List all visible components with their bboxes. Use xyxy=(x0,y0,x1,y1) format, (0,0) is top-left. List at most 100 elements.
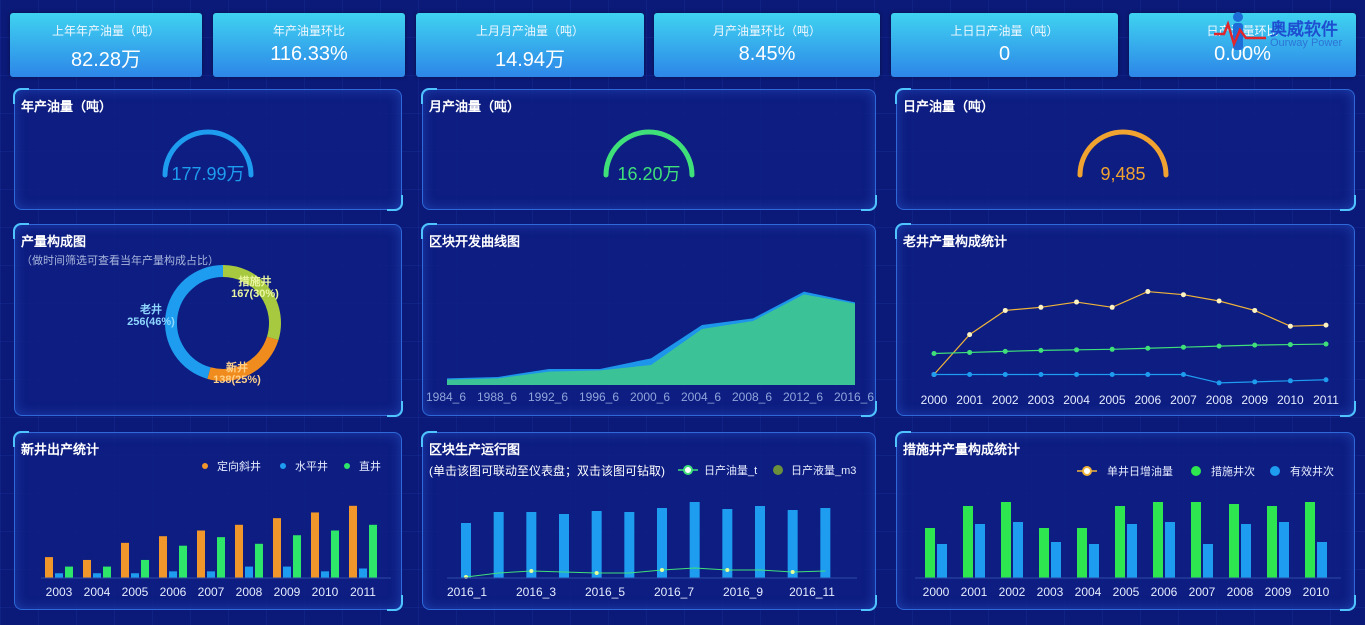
panel-measure-well-output[interactable]: 措施井产量构成统计 2000 2001 2002 2003 2004 2005 2006 20… xyxy=(895,431,1356,611)
bar[interactable] xyxy=(331,530,339,579)
bar[interactable] xyxy=(103,566,111,578)
line-point[interactable] xyxy=(1074,372,1080,377)
bar[interactable] xyxy=(311,512,319,578)
line-point[interactable] xyxy=(1074,347,1080,353)
bar[interactable] xyxy=(755,506,765,578)
panel-new-well-output[interactable]: 新井出产统计 2003 2004 2005 2006 2007 2008 2009 2010 2… xyxy=(13,431,403,611)
bar[interactable] xyxy=(461,523,471,578)
bar[interactable] xyxy=(1001,502,1011,578)
line-point[interactable] xyxy=(1180,344,1186,350)
panel-month-output-gauge[interactable]: 月产油量（吨） 16.20万 xyxy=(421,88,877,211)
bar[interactable] xyxy=(1153,502,1163,578)
bar[interactable] xyxy=(349,505,357,578)
bar[interactable] xyxy=(159,536,167,578)
line-point[interactable] xyxy=(931,372,937,377)
line-point[interactable] xyxy=(1002,307,1008,313)
bar[interactable] xyxy=(657,508,667,578)
bar[interactable] xyxy=(1115,506,1125,578)
panel-old-well-output[interactable]: 老井产量构成统计 2000 2001 2002 2003 2004 2005 2006 200… xyxy=(895,223,1356,417)
line-point[interactable] xyxy=(790,570,795,574)
bar[interactable] xyxy=(93,573,101,578)
bar[interactable] xyxy=(83,559,91,578)
bar[interactable] xyxy=(321,571,329,578)
donut-slice[interactable] xyxy=(165,265,224,379)
panel-block-production-run[interactable]: 区块生产运行图 (单击该图可联动至仪表盘；双击该图可钻取) 2016_1 2016… xyxy=(421,431,877,611)
bar[interactable] xyxy=(1013,522,1023,578)
bar[interactable] xyxy=(1317,542,1327,578)
bar[interactable] xyxy=(963,506,973,578)
bar[interactable] xyxy=(591,511,602,578)
panel-output-composition[interactable]: 产量构成图 （做时间筛选可查看当年产量构成占比） 老井 256(46%) 新井 … xyxy=(13,223,403,417)
bar[interactable] xyxy=(1229,504,1239,578)
line-point[interactable] xyxy=(1038,372,1044,377)
line-point[interactable] xyxy=(931,351,937,356)
donut-slice[interactable] xyxy=(222,265,281,341)
panel-year-output-gauge[interactable]: 年产油量（吨） 177.99万 xyxy=(13,88,403,211)
line-point[interactable] xyxy=(1216,380,1222,386)
bar[interactable] xyxy=(1203,544,1213,578)
line-point[interactable] xyxy=(1145,372,1151,377)
line-point[interactable] xyxy=(1109,304,1115,310)
line-point[interactable] xyxy=(1216,298,1222,304)
line-point[interactable] xyxy=(1038,304,1044,310)
bar[interactable] xyxy=(624,512,635,578)
bar[interactable] xyxy=(359,568,367,579)
line-series[interactable] xyxy=(933,290,1327,375)
donut-slice[interactable] xyxy=(207,336,279,381)
bar[interactable] xyxy=(722,509,733,578)
line-point[interactable] xyxy=(1180,292,1186,298)
line-series[interactable] xyxy=(465,567,826,578)
line-point[interactable] xyxy=(1109,372,1115,377)
line-point[interactable] xyxy=(1323,322,1329,328)
bar[interactable] xyxy=(1127,524,1137,578)
bar[interactable] xyxy=(1241,524,1251,578)
line-point[interactable] xyxy=(1252,307,1258,313)
bar[interactable] xyxy=(1279,522,1289,578)
bar[interactable] xyxy=(1077,528,1087,578)
bar[interactable] xyxy=(273,518,281,578)
line-point[interactable] xyxy=(1287,378,1293,384)
line-point[interactable] xyxy=(1002,372,1008,377)
bar[interactable] xyxy=(975,524,985,578)
line-series[interactable] xyxy=(933,343,1327,355)
bar[interactable] xyxy=(493,512,504,578)
bar[interactable] xyxy=(131,573,139,578)
line-point[interactable] xyxy=(1002,348,1008,354)
line-point[interactable] xyxy=(1323,377,1329,383)
bar[interactable] xyxy=(235,524,243,578)
line-point[interactable] xyxy=(1145,345,1151,351)
line-point[interactable] xyxy=(725,568,730,572)
bar[interactable] xyxy=(293,535,301,578)
bar[interactable] xyxy=(45,557,53,578)
line-point[interactable] xyxy=(594,571,599,575)
bar[interactable] xyxy=(179,545,187,578)
line-point[interactable] xyxy=(1109,346,1115,352)
line-point[interactable] xyxy=(1323,341,1329,347)
line-point[interactable] xyxy=(660,568,664,572)
line-series[interactable] xyxy=(934,373,1327,384)
line-point[interactable] xyxy=(1252,379,1258,385)
line-point[interactable] xyxy=(1038,347,1044,353)
line-point[interactable] xyxy=(1145,289,1151,295)
bar[interactable] xyxy=(820,508,831,578)
bar[interactable] xyxy=(197,530,205,579)
line-point[interactable] xyxy=(967,372,973,377)
bar[interactable] xyxy=(169,571,177,578)
bar[interactable] xyxy=(925,528,935,578)
bar[interactable] xyxy=(559,514,569,578)
bar[interactable] xyxy=(283,566,291,578)
line-point[interactable] xyxy=(1287,323,1293,329)
bar[interactable] xyxy=(207,571,215,578)
bar[interactable] xyxy=(526,512,537,578)
line-point[interactable] xyxy=(1252,342,1258,348)
bar[interactable] xyxy=(369,524,377,578)
bar[interactable] xyxy=(245,566,253,578)
line-point[interactable] xyxy=(1287,342,1293,348)
panel-day-output-gauge[interactable]: 日产油量（吨） 9,485 xyxy=(895,88,1356,211)
bar[interactable] xyxy=(937,544,947,578)
panel-block-development-curve[interactable]: 区块开发曲线图 1984_6 1988_6 1992_6 1996_6 2000_6 20… xyxy=(421,223,877,417)
line-point[interactable] xyxy=(529,569,534,573)
bar[interactable] xyxy=(1305,502,1315,578)
bar[interactable] xyxy=(689,502,700,578)
line-point[interactable] xyxy=(967,332,973,338)
